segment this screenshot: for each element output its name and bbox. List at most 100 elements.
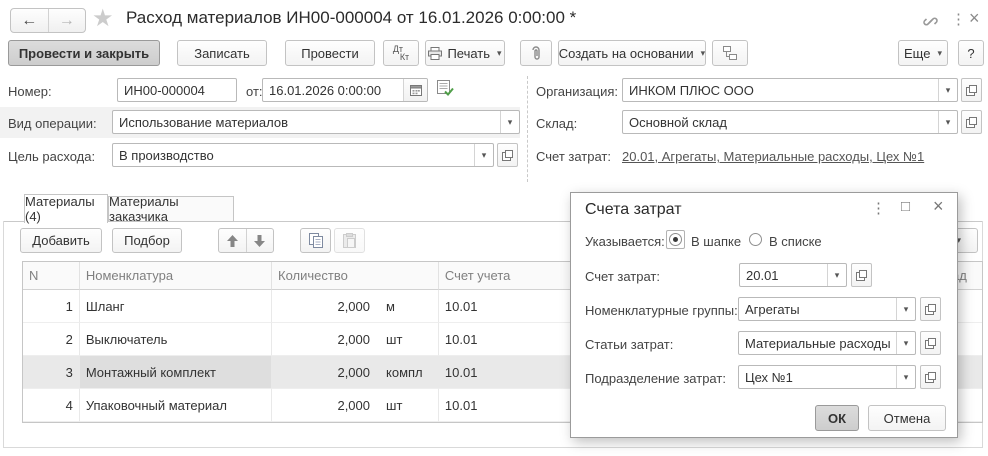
copy-link-icon[interactable] [922, 13, 939, 30]
dialog-item-groups-select[interactable]: Агрегаты ▾ [738, 297, 916, 321]
column-header-n[interactable]: N [23, 262, 80, 290]
column-header-item[interactable]: Номенклатура [79, 262, 273, 290]
back-button[interactable]: ← [11, 9, 49, 32]
tab-customer-materials-label: Материалы заказчика [109, 194, 179, 224]
dialog-close-icon[interactable]: × [933, 196, 944, 216]
post-button[interactable]: Провести [285, 40, 375, 66]
chevron-down-icon[interactable]: ▾ [827, 264, 846, 286]
chevron-down-icon[interactable]: ▾ [474, 144, 493, 166]
cancel-button[interactable]: Отмена [868, 405, 946, 431]
organization-open-button[interactable] [961, 78, 982, 102]
radio-in-header[interactable] [669, 233, 682, 246]
cell-n[interactable]: 2 [23, 323, 80, 356]
warehouse-label: Склад: [536, 116, 578, 131]
dialog-more-icon[interactable]: ⋮ [871, 200, 886, 217]
cell-item[interactable]: Выключатель [79, 323, 273, 356]
open-icon [925, 337, 936, 349]
save-button[interactable]: Записать [177, 40, 267, 66]
add-row-button[interactable]: Добавить [20, 228, 102, 253]
warehouse-value: Основной склад [629, 114, 727, 130]
dialog-maximize-icon[interactable]: □ [901, 198, 911, 215]
dialog-cost-account-open-button[interactable] [851, 263, 872, 287]
move-row-group [218, 228, 274, 253]
cancel-label: Отмена [883, 410, 931, 426]
form-more-button[interactable]: Еще ▾ [898, 40, 948, 66]
dt-kt-button[interactable]: Дт Кт [383, 40, 419, 66]
tab-customer-materials[interactable]: Материалы заказчика [108, 194, 234, 224]
related-documents-button[interactable] [712, 40, 748, 66]
create-based-on-button[interactable]: Создать на основании ▾ [558, 40, 706, 66]
cell-item[interactable]: Монтажный комплект [79, 356, 273, 389]
window-close-icon[interactable]: × [969, 8, 980, 28]
number-input[interactable]: ИН00-000004 [117, 78, 237, 102]
dialog-cost-account-select[interactable]: 20.01 ▾ [739, 263, 847, 287]
cell-n[interactable]: 4 [23, 389, 80, 422]
chevron-down-icon[interactable]: ▾ [896, 332, 915, 354]
date-input[interactable]: 16.01.2026 0:00:00 [262, 78, 428, 102]
post-and-close-button[interactable]: Провести и закрыть [8, 40, 160, 66]
paste-icon [343, 233, 356, 248]
open-icon [502, 149, 513, 161]
calendar-icon[interactable] [403, 79, 427, 101]
forward-button[interactable]: → [49, 9, 86, 32]
qty-value: 2,000 [337, 298, 371, 314]
chevron-down-icon[interactable]: ▾ [938, 79, 957, 101]
organization-label: Организация: [536, 84, 619, 99]
purpose-select[interactable]: В производство ▾ [112, 143, 494, 167]
operation-kind-select[interactable]: Использование материалов ▾ [112, 110, 520, 134]
chevron-down-icon[interactable]: ▾ [896, 366, 915, 388]
cost-account-link[interactable]: 20.01, Агрегаты, Материальные расходы, Ц… [622, 149, 925, 164]
column-header-qty[interactable]: Количество [272, 262, 439, 290]
warehouse-select[interactable]: Основной склад ▾ [622, 110, 958, 134]
dialog-item-groups-open-button[interactable] [920, 297, 941, 321]
purpose-open-button[interactable] [497, 143, 518, 167]
copy-row-button[interactable] [300, 228, 331, 253]
dialog-department-select[interactable]: Цех №1 ▾ [738, 365, 916, 389]
chevron-down-icon[interactable]: ▾ [896, 298, 915, 320]
favorite-star-icon[interactable]: ★ [92, 5, 114, 32]
dropdown-icon: ▾ [700, 47, 706, 58]
qty-value: 2,000 [337, 364, 371, 380]
warehouse-open-button[interactable] [961, 110, 982, 134]
cell-n[interactable]: 3 [23, 356, 80, 389]
dialog-department-value: Цех №1 [745, 369, 793, 385]
tab-materials[interactable]: Материалы (4) [24, 194, 108, 224]
post-label: Провести [301, 45, 359, 61]
add-row-label: Добавить [32, 233, 90, 248]
move-up-button[interactable] [219, 229, 247, 252]
open-icon [856, 269, 867, 281]
radio-in-list-label[interactable]: В списке [769, 234, 822, 249]
print-button[interactable]: Печать ▾ [425, 40, 505, 66]
form-more-label: Еще [904, 45, 931, 61]
dt-kt-icon: Дт Кт [392, 44, 410, 62]
table-row[interactable]: 1 Шланг 2,000 м 10.01 [23, 290, 982, 323]
pick-button[interactable]: Подбор [112, 228, 182, 253]
dialog-cost-items-open-button[interactable] [920, 331, 941, 355]
window-more-icon[interactable]: ⋮ [951, 11, 966, 28]
help-button[interactable]: ? [958, 40, 984, 66]
dialog-department-open-button[interactable] [920, 365, 941, 389]
chevron-down-icon[interactable]: ▾ [500, 111, 519, 133]
cell-qty[interactable]: 2,000 м [272, 290, 439, 323]
cell-item[interactable]: Упаковочный материал [79, 389, 273, 422]
organization-select[interactable]: ИНКОМ ПЛЮС ООО ▾ [622, 78, 958, 102]
cell-qty[interactable]: 2,000 шт [272, 323, 439, 356]
paste-row-button[interactable] [334, 228, 365, 253]
cost-account-label: Счет затрат: [536, 149, 611, 164]
document-journal-icon[interactable] [437, 80, 454, 97]
dialog-title: Счета затрат [585, 201, 682, 218]
move-down-button[interactable] [247, 229, 274, 252]
arrow-down-icon [254, 234, 266, 247]
cell-qty[interactable]: 2,000 компл [272, 356, 439, 389]
dialog-cost-items-select[interactable]: Материальные расходы ▾ [738, 331, 916, 355]
open-icon [925, 303, 936, 315]
radio-in-list[interactable] [749, 233, 762, 246]
ok-button[interactable]: ОК [815, 405, 859, 431]
attachments-button[interactable] [520, 40, 552, 66]
cell-n[interactable]: 1 [23, 290, 80, 323]
cell-item[interactable]: Шланг [79, 290, 273, 323]
chevron-down-icon[interactable]: ▾ [938, 111, 957, 133]
cell-qty[interactable]: 2,000 шт [272, 389, 439, 422]
open-icon [966, 84, 977, 96]
radio-in-header-label[interactable]: В шапке [691, 234, 742, 249]
